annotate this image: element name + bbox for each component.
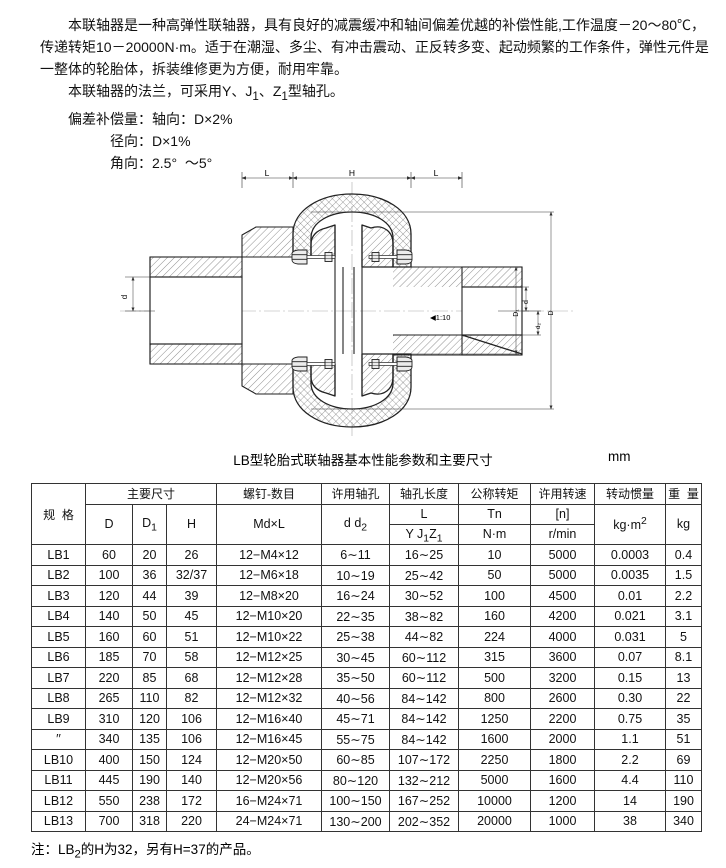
svg-text:D: D [548,310,555,315]
svg-text:d₂: d₂ [535,322,542,329]
svg-text:◀1:10: ◀1:10 [430,313,450,322]
svg-text:L: L [434,170,439,178]
svg-text:d: d [120,295,129,299]
svg-text:d: d [523,300,530,304]
svg-text:L: L [265,170,270,178]
svg-text:D₁: D₁ [513,309,520,317]
svg-text:H: H [349,170,355,178]
